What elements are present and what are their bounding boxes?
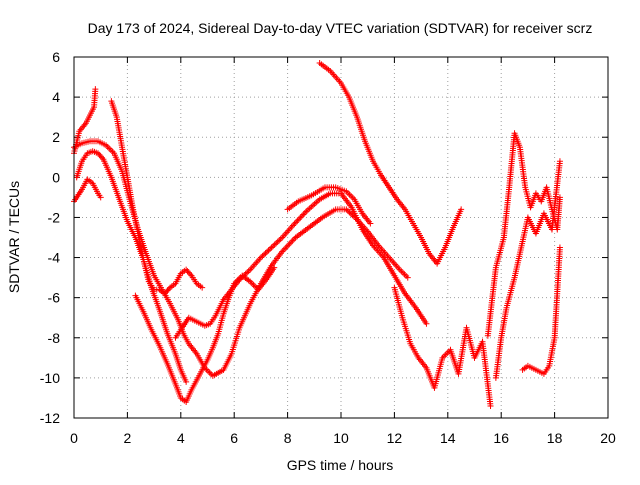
y-tick-label: 2 (52, 129, 60, 145)
x-tick-label: 10 (333, 430, 349, 446)
tick-labels: 0 2 4 6 8 10 12 14 16 18 20 -12 -10 -8 -6 -4 -2 0 2 4 6 (40, 49, 616, 446)
plus-markers (71, 138, 411, 379)
series-line (522, 247, 561, 375)
x-tick-label: 16 (493, 430, 509, 446)
series-line (393, 287, 492, 407)
plus-markers (108, 98, 206, 297)
x-tick-label: 18 (547, 430, 563, 446)
y-tick-label: -8 (48, 330, 61, 346)
x-tick-label: 8 (284, 430, 292, 446)
plus-markers (71, 176, 104, 205)
x-tick-label: 4 (177, 430, 185, 446)
x-tick-label: 2 (124, 430, 132, 446)
x-tick-label: 6 (230, 430, 238, 446)
plus-markers (492, 158, 563, 381)
y-tick-label: -10 (40, 370, 60, 386)
series-8 (284, 184, 374, 227)
series-4 (73, 148, 190, 385)
series-12 (492, 158, 563, 381)
plus-markers (284, 184, 374, 227)
plus-markers (519, 244, 563, 377)
plus-markers (172, 190, 430, 341)
y-tick-label: 4 (52, 89, 60, 105)
x-axis-label: GPS time / hours (287, 457, 394, 473)
series-3 (71, 138, 411, 379)
data-layer (71, 60, 563, 409)
series-10 (391, 284, 494, 409)
y-tick-label: -4 (48, 250, 61, 266)
x-tick-label: 12 (387, 430, 403, 446)
y-tick-label: 0 (52, 169, 60, 185)
series-2 (71, 176, 104, 205)
x-tick-label: 0 (70, 430, 78, 446)
x-tick-label: 14 (440, 430, 456, 446)
chart-title: Day 173 of 2024, Sidereal Day-to-day VTE… (88, 20, 593, 36)
plus-markers (316, 60, 465, 267)
y-tick-label: -2 (48, 209, 61, 225)
series-5 (108, 98, 206, 297)
series-line (110, 100, 203, 295)
plot-frame (73, 56, 609, 419)
series-11 (484, 130, 563, 339)
series-7 (172, 190, 430, 341)
series-13 (519, 244, 563, 377)
y-tick-label: -6 (48, 290, 61, 306)
x-tick-label: 20 (600, 430, 616, 446)
series-9 (316, 60, 465, 267)
y-tick-label: 6 (52, 49, 60, 65)
y-axis-label: SDTVAR / TECUs (6, 181, 22, 293)
y-tick-label: -12 (40, 410, 60, 426)
plus-markers (391, 284, 494, 409)
